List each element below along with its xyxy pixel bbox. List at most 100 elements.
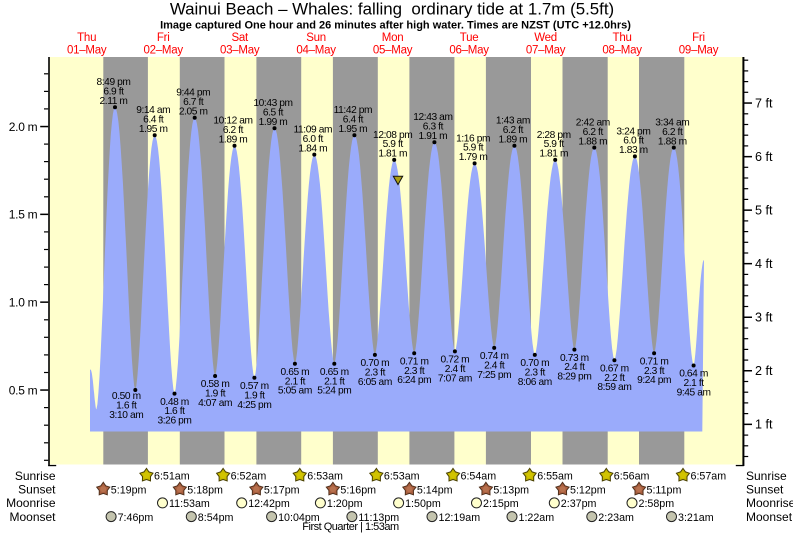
svg-text:First Quarter | 1:53am: First Quarter | 1:53am xyxy=(302,521,399,533)
svg-text:1.6 ft: 1.6 ft xyxy=(164,406,185,417)
svg-text:2:15pm: 2:15pm xyxy=(483,498,519,510)
svg-text:12:19am: 12:19am xyxy=(439,512,481,524)
svg-text:Sun: Sun xyxy=(306,32,326,44)
svg-text:2:28 pm: 2:28 pm xyxy=(537,130,571,141)
svg-text:6:55am: 6:55am xyxy=(537,471,573,483)
svg-text:0.74 m: 0.74 m xyxy=(480,351,509,362)
svg-text:06–May: 06–May xyxy=(449,45,489,57)
svg-text:8:49 pm: 8:49 pm xyxy=(96,77,130,88)
svg-text:6.7 ft: 6.7 ft xyxy=(183,97,204,108)
svg-text:3:26 pm: 3:26 pm xyxy=(157,416,191,427)
svg-text:6.2 ft: 6.2 ft xyxy=(662,127,683,138)
svg-text:2.4 ft: 2.4 ft xyxy=(484,361,505,372)
svg-text:0.70 m: 0.70 m xyxy=(520,358,549,369)
svg-text:1:50pm: 1:50pm xyxy=(405,498,441,510)
svg-text:Fri: Fri xyxy=(157,32,170,44)
svg-text:12:08 pm: 12:08 pm xyxy=(373,130,412,141)
svg-text:Mon: Mon xyxy=(382,32,404,44)
svg-text:1.81 m: 1.81 m xyxy=(539,149,568,160)
svg-text:7:07 am: 7:07 am xyxy=(438,373,472,384)
svg-text:1.0 m: 1.0 m xyxy=(9,296,38,310)
svg-text:5:05 am: 5:05 am xyxy=(278,386,312,397)
svg-text:8:54pm: 8:54pm xyxy=(198,512,234,524)
svg-text:11:42 pm: 11:42 pm xyxy=(334,105,373,116)
svg-text:1.95 m: 1.95 m xyxy=(339,124,368,135)
svg-text:6.2 ft: 6.2 ft xyxy=(503,125,524,136)
svg-text:2:37pm: 2:37pm xyxy=(561,498,597,510)
svg-text:0.70 m: 0.70 m xyxy=(361,358,390,369)
svg-text:7:25 pm: 7:25 pm xyxy=(477,370,511,381)
svg-text:2.0 m: 2.0 m xyxy=(9,120,38,134)
svg-text:3 ft: 3 ft xyxy=(755,311,773,325)
svg-text:1 ft: 1 ft xyxy=(755,418,773,432)
svg-text:5:13pm: 5:13pm xyxy=(493,484,529,496)
svg-text:1.9 ft: 1.9 ft xyxy=(244,390,265,401)
svg-text:2.05 m: 2.05 m xyxy=(179,106,208,117)
svg-text:09–May: 09–May xyxy=(679,45,719,57)
svg-text:6.3 ft: 6.3 ft xyxy=(423,122,444,133)
svg-text:6 ft: 6 ft xyxy=(755,150,773,164)
svg-text:1.83 m: 1.83 m xyxy=(619,145,648,156)
svg-text:6.4 ft: 6.4 ft xyxy=(343,115,364,126)
svg-text:2.3 ft: 2.3 ft xyxy=(525,368,546,379)
svg-text:Moonrise: Moonrise xyxy=(746,496,793,510)
svg-text:6:53am: 6:53am xyxy=(307,471,343,483)
svg-text:0.71 m: 0.71 m xyxy=(400,356,429,367)
svg-text:Sat: Sat xyxy=(231,32,249,44)
svg-text:10:12 am: 10:12 am xyxy=(213,116,252,127)
svg-text:5.9 ft: 5.9 ft xyxy=(544,139,565,150)
svg-text:02–May: 02–May xyxy=(143,45,183,57)
svg-text:6.0 ft: 6.0 ft xyxy=(303,134,324,145)
svg-text:6:52am: 6:52am xyxy=(231,471,267,483)
svg-text:5:24 pm: 5:24 pm xyxy=(317,386,351,397)
svg-text:9:14 am: 9:14 am xyxy=(136,105,170,116)
svg-text:6.0 ft: 6.0 ft xyxy=(623,136,644,147)
svg-text:5:18pm: 5:18pm xyxy=(187,484,223,496)
svg-text:Moonrise: Moonrise xyxy=(6,496,56,510)
svg-text:10:04pm: 10:04pm xyxy=(278,512,320,524)
svg-text:3:34 am: 3:34 am xyxy=(655,118,689,129)
svg-text:3:21am: 3:21am xyxy=(678,512,714,524)
svg-text:2.3 ft: 2.3 ft xyxy=(365,368,386,379)
svg-text:4 ft: 4 ft xyxy=(755,257,773,271)
svg-text:6.2 ft: 6.2 ft xyxy=(583,127,604,138)
svg-text:0.65 m: 0.65 m xyxy=(320,367,349,378)
svg-text:1.95 m: 1.95 m xyxy=(139,124,168,135)
svg-text:8:06 am: 8:06 am xyxy=(518,377,552,388)
svg-text:Sunset: Sunset xyxy=(746,483,784,497)
svg-text:9:44 pm: 9:44 pm xyxy=(176,88,210,99)
svg-text:6.9 ft: 6.9 ft xyxy=(103,87,124,98)
svg-text:08–May: 08–May xyxy=(602,45,642,57)
svg-text:2.4 ft: 2.4 ft xyxy=(564,362,585,373)
svg-text:Image captured One hour and 26: Image captured One hour and 26 minutes a… xyxy=(160,20,631,32)
svg-text:6:56am: 6:56am xyxy=(614,471,650,483)
svg-text:Fri: Fri xyxy=(692,32,705,44)
svg-text:6:57am: 6:57am xyxy=(691,471,727,483)
svg-text:2 ft: 2 ft xyxy=(755,364,773,378)
svg-text:5:16pm: 5:16pm xyxy=(340,484,376,496)
svg-text:2.3 ft: 2.3 ft xyxy=(644,366,665,377)
svg-text:Sunrise: Sunrise xyxy=(746,469,787,483)
svg-text:2.1 ft: 2.1 ft xyxy=(285,376,306,387)
svg-text:07–May: 07–May xyxy=(526,45,566,57)
svg-text:2.2 ft: 2.2 ft xyxy=(604,373,625,384)
svg-text:0.50 m: 0.50 m xyxy=(112,391,141,402)
svg-text:1.5 m: 1.5 m xyxy=(9,208,38,222)
svg-text:Wed: Wed xyxy=(534,32,557,44)
svg-text:0.73 m: 0.73 m xyxy=(560,353,589,364)
svg-text:0.5 m: 0.5 m xyxy=(9,383,38,397)
svg-text:1.89 m: 1.89 m xyxy=(219,135,248,146)
svg-text:1:16 pm: 1:16 pm xyxy=(456,133,490,144)
svg-text:3:24 pm: 3:24 pm xyxy=(616,126,650,137)
svg-text:5:11pm: 5:11pm xyxy=(647,484,682,496)
svg-text:1:43 am: 1:43 am xyxy=(496,116,530,127)
svg-text:2.11 m: 2.11 m xyxy=(100,96,128,107)
svg-text:2:42 am: 2:42 am xyxy=(576,118,610,129)
svg-text:0.71 m: 0.71 m xyxy=(640,356,669,367)
svg-text:04–May: 04–May xyxy=(296,45,336,57)
svg-text:11:13pm: 11:13pm xyxy=(358,512,399,524)
svg-text:6:53am: 6:53am xyxy=(384,471,420,483)
svg-text:12:43 am: 12:43 am xyxy=(413,112,452,123)
svg-text:2.4 ft: 2.4 ft xyxy=(445,364,466,375)
svg-text:Moonset: Moonset xyxy=(9,510,56,524)
